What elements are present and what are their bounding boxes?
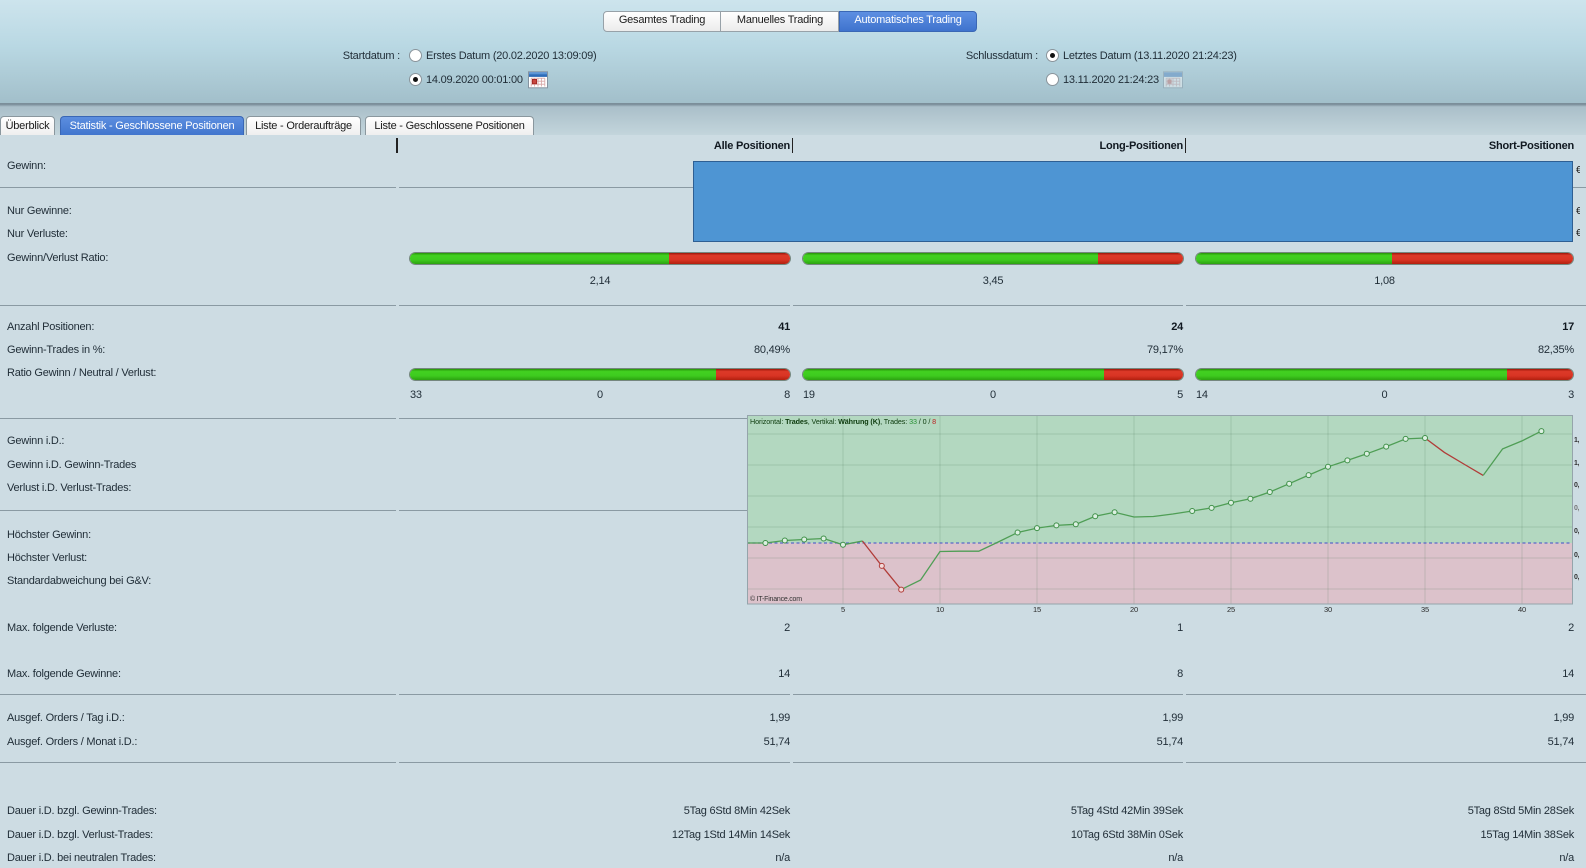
svg-text:Horizontal: Trades, Vertikal:: Horizontal: Trades, Vertikal: Währung (K… (750, 417, 936, 426)
svg-text:© IT-Finance.com: © IT-Finance.com (750, 595, 802, 603)
